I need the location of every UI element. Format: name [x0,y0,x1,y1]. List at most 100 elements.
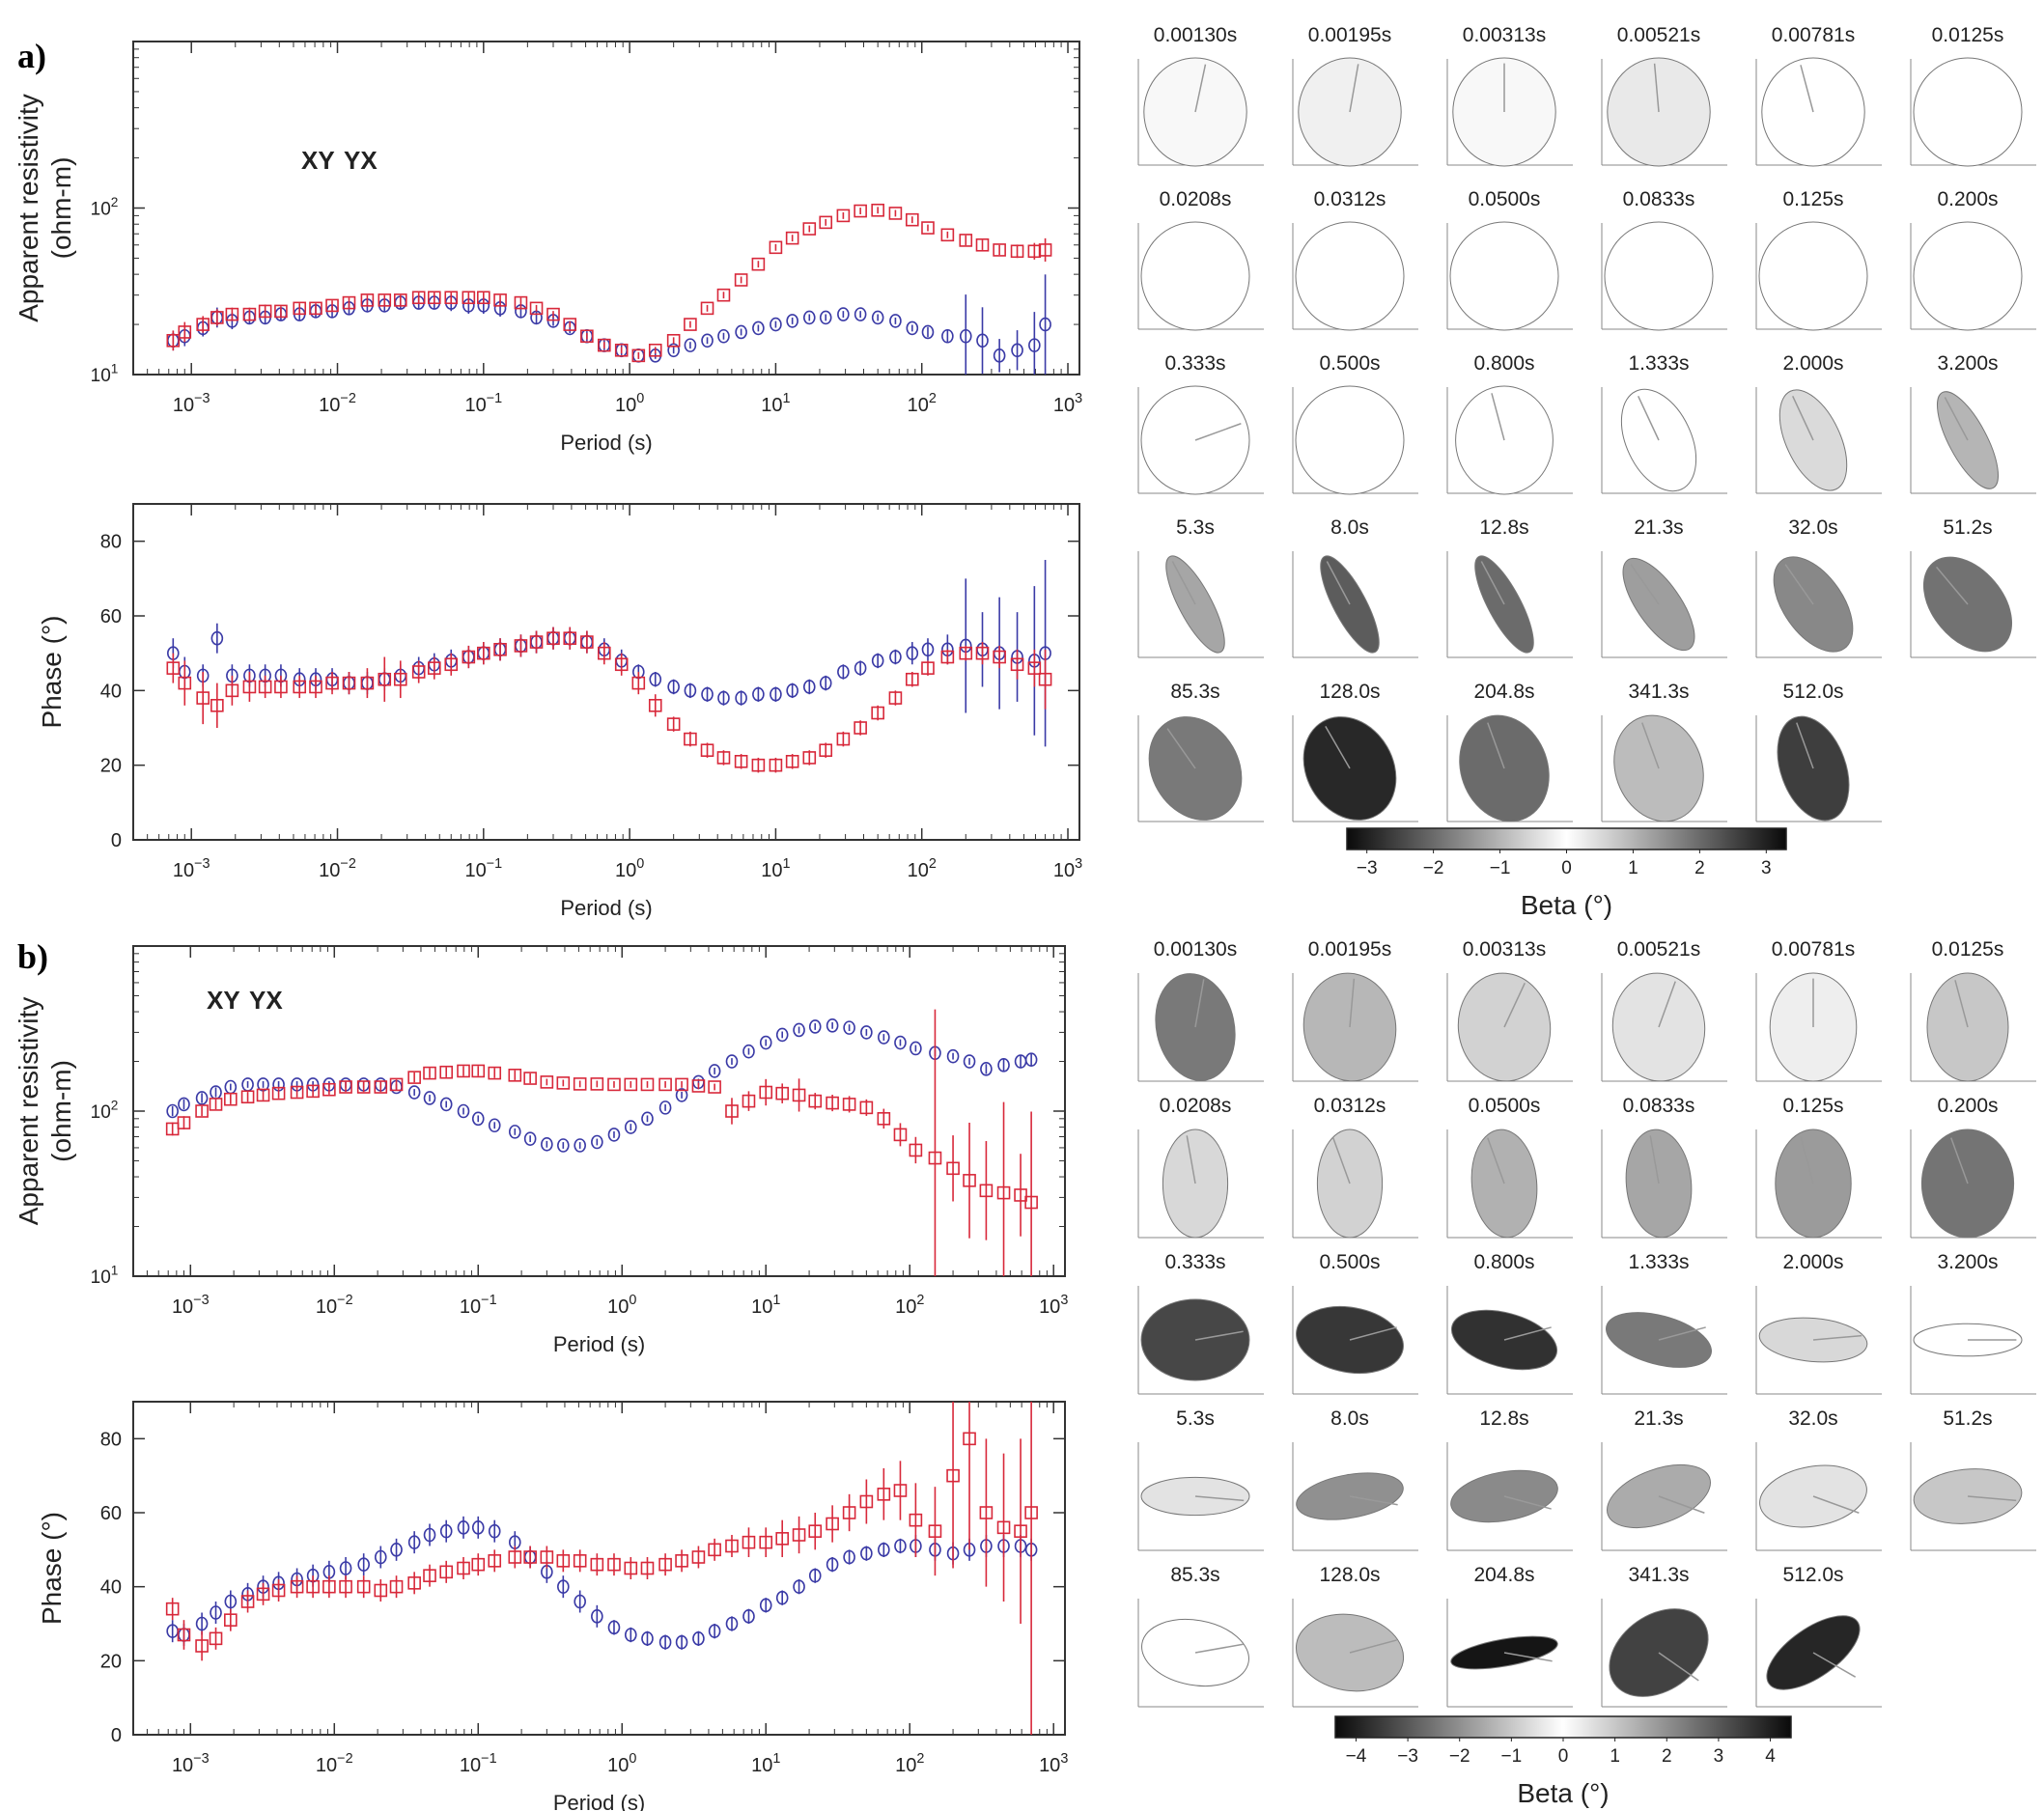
data-point [759,1598,772,1613]
data-point [921,221,935,235]
period-label: 8.0s [1330,516,1369,539]
period-label: 512.0s [1782,681,1843,703]
data-point [871,203,884,217]
azimuth-line [1166,728,1196,769]
data-point [591,1609,603,1624]
plot-frame-3 [132,1401,1066,1736]
data-point [666,717,681,731]
y-axis-label: Phase (°) [37,615,67,728]
data-point [819,215,833,230]
x-tick-label: 10−2 [316,1293,353,1318]
data-point [770,317,782,332]
data-point [271,1583,286,1598]
y-tick-label: 80 [100,532,122,553]
x-tick-label: 10−2 [319,391,356,416]
data-point [439,1097,453,1112]
ellipse-cell [1755,57,1882,167]
ellipse-cell [1137,1286,1264,1395]
data-point [389,1077,404,1092]
data-point [888,691,903,705]
data-point [716,288,731,302]
data-point [457,1064,470,1078]
data-point [557,1138,570,1153]
x-axis-label: Period (s) [560,896,652,920]
azimuth-line [1349,978,1356,1028]
data-point [675,1088,688,1102]
azimuth-line [1658,1326,1706,1341]
ellipse-cell [1137,221,1264,331]
y-tick-label: 60 [100,606,122,627]
x-tick-label: 101 [761,856,790,881]
ellipse-cell [1910,1128,2036,1239]
data-point [641,1111,654,1127]
data-point [457,1520,470,1535]
period-label: 2.000s [1782,1251,1843,1273]
data-point [889,650,902,664]
data-point [717,690,730,706]
data-point [540,1075,554,1089]
y-tick-label: 102 [91,195,119,220]
data-point [488,1523,501,1539]
colorbar-tick-label: 3 [1714,1746,1724,1767]
data-point [808,1094,823,1108]
data-point [708,1080,721,1094]
data-point [258,304,272,319]
data-point [793,1022,805,1038]
data-point [734,754,748,768]
data-point [1014,1188,1027,1202]
data-point [909,1513,923,1527]
data-point [209,1631,223,1646]
data-point [708,1064,721,1078]
data-point [488,1554,502,1568]
data-point [980,1062,993,1076]
data-point [407,1535,421,1549]
azimuth-line [1796,722,1814,769]
x-tick-label: 10−1 [464,391,502,416]
data-point [444,291,459,305]
data-point [290,1085,304,1100]
data-point [423,1527,436,1543]
ellipse-cell [1137,1442,1264,1551]
data-point [802,222,817,236]
data-point [342,676,356,690]
data-point [457,1561,470,1575]
colorbar-tick-label: −1 [1501,1746,1523,1767]
plot-frame-0 [132,41,1080,376]
data-point [563,318,577,331]
data-point [407,1085,421,1100]
azimuth-line [1491,393,1505,441]
data-point [735,690,747,706]
data-point [752,686,765,702]
series-xy [167,560,1051,747]
data-point [309,301,322,316]
data-point [556,1076,571,1090]
data-point [166,1103,179,1119]
data-point [826,1557,839,1572]
period-label: 512.0s [1782,1564,1843,1586]
data-point [684,683,697,698]
x-tick-label: 101 [761,391,790,416]
data-point [177,1116,191,1129]
data-point [921,324,935,340]
data-point [691,1079,706,1093]
data-point [427,661,441,675]
data-point [309,680,322,694]
ellipse-cell [1601,57,1727,167]
data-point [439,1565,454,1579]
data-point [178,325,192,339]
series-yx [165,1402,1038,1735]
data-point [658,1634,672,1650]
data-point [529,301,544,316]
y-axis-label: Apparent resistivity (ohm-m) [14,997,76,1226]
data-point [819,310,832,325]
y-tick-label: 102 [91,1098,119,1123]
period-label: 8.0s [1330,1407,1369,1430]
period-label: 0.00313s [1463,938,1546,961]
data-point [786,683,798,698]
period-label: 0.0208s [1160,1095,1232,1117]
data-point [859,1494,874,1509]
data-point [648,343,662,357]
x-tick-label: 100 [615,856,644,881]
ellipse-cell [1446,1442,1573,1551]
x-tick-label: 10−3 [173,391,210,416]
